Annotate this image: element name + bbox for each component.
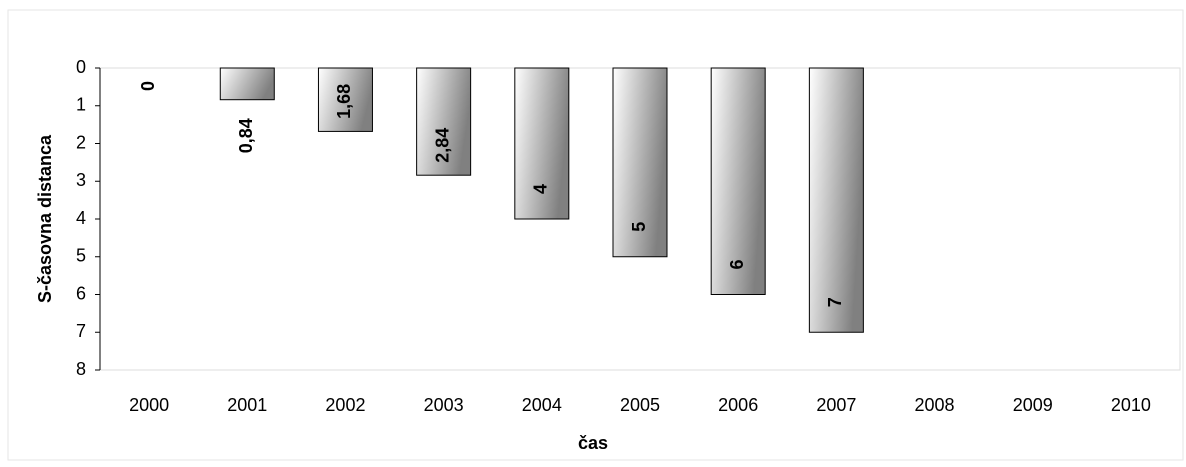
x-tick-label: 2007 — [816, 395, 856, 415]
bar — [612, 67, 668, 258]
y-tick-label: 4 — [76, 208, 86, 228]
value-label: 4 — [531, 184, 551, 194]
x-tick-label: 2010 — [1111, 395, 1151, 415]
x-tick-label: 2005 — [620, 395, 660, 415]
y-tick-label: 2 — [76, 132, 86, 152]
y-tick-label: 1 — [76, 95, 86, 115]
value-label: 5 — [629, 222, 649, 232]
y-tick-label: 6 — [76, 283, 86, 303]
value-label: 7 — [825, 297, 845, 307]
value-label: 1,68 — [334, 84, 354, 119]
x-tick-label: 2009 — [1013, 395, 1053, 415]
chart-frame — [7, 9, 1184, 461]
x-tick-label: 2004 — [522, 395, 562, 415]
bar — [416, 67, 472, 176]
y-tick-label: 5 — [76, 246, 86, 266]
value-label: 2,84 — [432, 128, 452, 163]
y-tick-label: 3 — [76, 170, 86, 190]
y-axis-label: S-časovna distanca — [35, 134, 55, 303]
bar — [317, 67, 373, 132]
x-tick-label: 2002 — [325, 395, 365, 415]
value-label: 0 — [138, 81, 158, 91]
value-label: 0,84 — [236, 118, 256, 153]
x-tick-label: 2000 — [129, 395, 169, 415]
x-tick-label: 2008 — [915, 395, 955, 415]
x-tick-label: 2006 — [718, 395, 758, 415]
value-label: 6 — [727, 259, 747, 269]
y-tick-label: 7 — [76, 321, 86, 341]
bar — [219, 67, 275, 101]
x-axis-label: čas — [578, 433, 608, 453]
bar — [808, 67, 864, 333]
bar — [514, 67, 570, 220]
y-tick-label: 8 — [76, 359, 86, 379]
bar — [710, 67, 766, 295]
x-tick-label: 2003 — [424, 395, 464, 415]
x-tick-label: 2001 — [227, 395, 267, 415]
y-tick-label: 0 — [76, 57, 86, 77]
